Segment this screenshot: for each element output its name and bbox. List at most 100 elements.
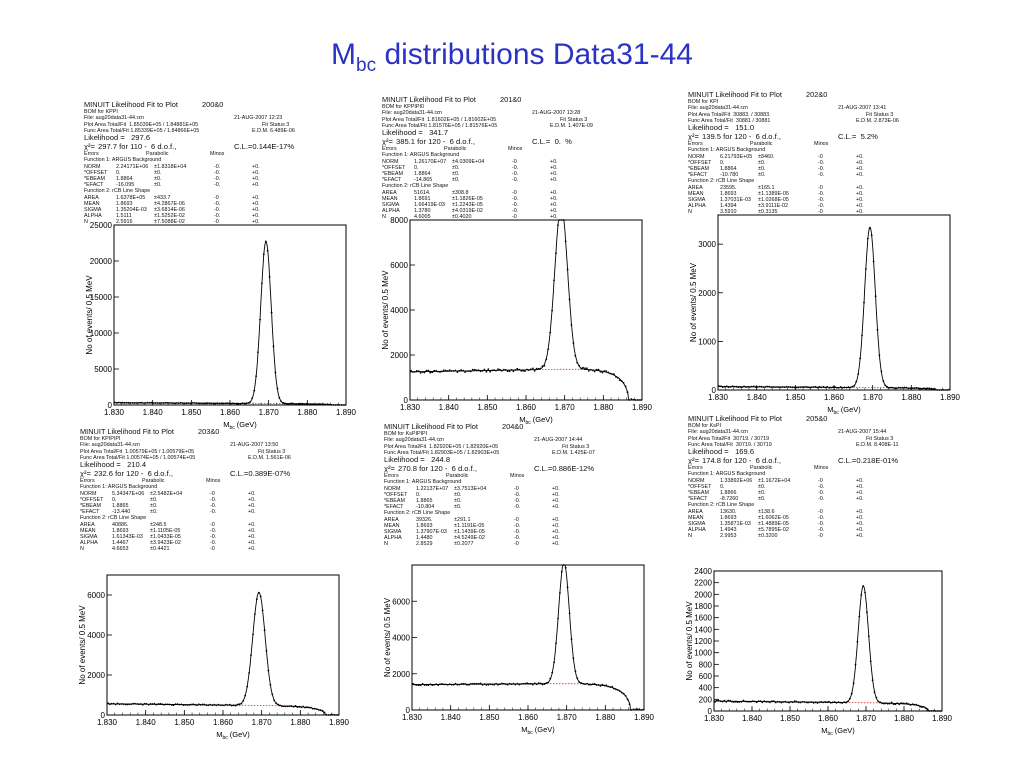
confidence-level: C.L.=0.886E-12% <box>534 463 595 473</box>
x-tick-label: 1.870 <box>555 403 576 412</box>
fit-header: MINUIT Likelihood Fit to Plot 204&0 BOM fo… <box>384 422 634 548</box>
data-point <box>822 701 825 704</box>
x-axis-label: Mbc (GeV) <box>216 730 250 741</box>
param-row: MEAN 1.8693 ±1.1389E-05 -0. +0. <box>688 191 938 197</box>
x-tick-label: 1.880 <box>593 403 614 412</box>
data-point <box>632 708 635 711</box>
data-point <box>803 701 806 703</box>
param-cell: -0. <box>818 496 825 503</box>
data-point <box>888 702 891 705</box>
data-point <box>880 370 883 373</box>
y-tick-label: 0 <box>101 711 106 720</box>
data-point <box>760 385 763 388</box>
data-point <box>553 661 555 664</box>
data-point <box>337 714 339 716</box>
data-point <box>822 386 825 388</box>
data-point <box>790 700 792 703</box>
total-fit-curve <box>412 564 644 711</box>
data-point <box>555 642 557 645</box>
param-cell: -0 <box>818 184 823 191</box>
data-point <box>859 357 861 360</box>
data-point <box>549 677 552 680</box>
plot-frame <box>409 219 643 401</box>
file-line: File: aug20data31-44.rzn 21-AUG-2007 13:4… <box>688 105 938 111</box>
data-point <box>477 682 480 685</box>
data-point <box>564 240 567 243</box>
data-point <box>843 386 846 389</box>
errors-header: Errors Parabolic Minos <box>688 141 938 147</box>
fit-status: Fit Status 3 <box>560 116 588 123</box>
data-point <box>818 385 821 388</box>
param-row: MEAN 1.8693 ±1.6062E-05 -0. +0. <box>688 515 938 521</box>
data-point <box>245 402 248 405</box>
data-point <box>516 682 519 685</box>
data-point <box>605 370 608 372</box>
param-cell: ±0. <box>452 171 460 178</box>
param-cell: ±1.1439E-05 <box>454 529 485 536</box>
param-cell: ALPHA <box>688 527 706 534</box>
total-fit-curve <box>718 226 950 391</box>
param-cell: SIGMA <box>688 197 706 204</box>
data-point <box>508 682 511 685</box>
param-cell: -0. <box>214 182 221 189</box>
data-point <box>127 401 130 404</box>
data-point <box>936 710 939 712</box>
data-point <box>539 367 542 370</box>
data-point <box>475 369 478 372</box>
data-point <box>799 701 802 704</box>
param-row: AREA 39326. ±291.1 -0 +0. <box>384 517 634 523</box>
data-point <box>308 706 310 709</box>
param-row: MEAN 1.8691 ±1.1826E-05 -0. +0. <box>382 196 632 202</box>
data-point <box>252 633 254 636</box>
data-point <box>187 402 190 404</box>
param-cell: +0. <box>550 195 558 202</box>
errors-label: Errors <box>84 151 99 158</box>
param-cell: ±0. <box>150 496 158 503</box>
param-cell: +0. <box>856 527 864 534</box>
param-cell: -0. <box>818 490 825 497</box>
data-point <box>919 705 921 708</box>
param-row: SIGMA 1.66419E-03 ±1.2243E-05 -0. +0. <box>382 202 632 208</box>
data-point <box>808 386 811 389</box>
data-point <box>615 688 617 691</box>
param-cell: +0. <box>856 209 864 216</box>
param-cell: 1.8864 <box>414 171 431 178</box>
param-cell: -0 <box>514 516 519 523</box>
param-cell: +0. <box>856 184 864 191</box>
param-cell: +0. <box>856 172 864 179</box>
data-point <box>255 375 257 378</box>
data-point <box>184 704 187 706</box>
param-row: MEAN 1.8693 ±1.1191E-05 -0. +0. <box>384 523 634 529</box>
data-point <box>591 683 594 686</box>
data-point <box>537 682 540 684</box>
data-point <box>508 370 511 373</box>
data-point <box>913 703 916 706</box>
data-point <box>605 684 608 687</box>
data-point <box>826 386 829 388</box>
param-cell: *OFFSET <box>382 164 406 171</box>
plot-id: 201&0 <box>500 95 522 104</box>
data-point <box>251 397 254 400</box>
param-cell: ALPHA <box>384 535 402 542</box>
likelihood: Likelihood = 244.8 <box>384 455 451 465</box>
param-cell: +0. <box>248 490 256 497</box>
data-point <box>897 386 900 389</box>
parabolic-label: Parabolic <box>146 151 169 158</box>
y-tick-label: 600 <box>699 672 713 681</box>
x-tick-label: 1.870 <box>557 713 578 722</box>
param-row: ALPHA 1.4394 ±3.9111E-02 -0. +0. <box>688 203 938 209</box>
data-point <box>531 683 534 686</box>
data-point <box>752 700 754 702</box>
data-point <box>837 386 840 389</box>
x-tick-label: 1.850 <box>174 718 195 727</box>
data-point <box>524 682 526 685</box>
data-point <box>138 703 140 706</box>
y-tick-label: 0 <box>712 386 717 395</box>
data-point <box>837 701 840 703</box>
data-point <box>172 402 174 405</box>
data-point <box>789 386 792 388</box>
data-point <box>778 386 780 388</box>
data-point <box>526 368 528 371</box>
errors-label: Errors <box>688 141 703 148</box>
y-tick-label: 8000 <box>390 216 408 225</box>
